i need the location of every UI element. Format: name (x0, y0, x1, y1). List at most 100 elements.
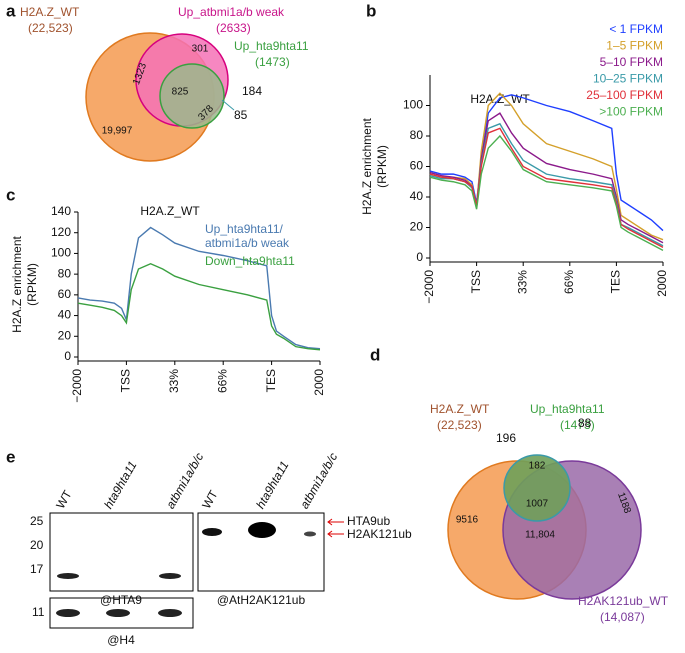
count: 825 (172, 87, 189, 98)
line (429, 92, 664, 241)
legend-entry: 1–5 FPKM (606, 39, 663, 53)
y-tick-label: 60 (410, 159, 424, 173)
label: Up_atbmi1a/b weak (178, 5, 285, 19)
band-label: H2AK121ub (347, 527, 412, 541)
x-tick-label: 33% (515, 270, 529, 294)
antibody: @H4 (107, 633, 135, 647)
y-tick-label: 40 (410, 189, 424, 203)
line (429, 134, 664, 251)
panel-label: a (6, 1, 16, 20)
y-tick-label: 140 (51, 204, 71, 218)
blot-box (197, 512, 325, 592)
chart-title: H2A.Z_WT (140, 204, 200, 218)
label: (2633) (216, 21, 251, 35)
y-tick-label: 60 (58, 287, 72, 301)
label: (14,087) (600, 610, 645, 624)
label: H2A.Z_WT (430, 402, 490, 416)
lane-label: WT (199, 487, 221, 511)
legend-entry: Down_hta9hta11 (205, 254, 295, 268)
legend-text: Down_hta9hta11 (205, 254, 295, 268)
count: 88 (578, 416, 592, 430)
label: (1473) (255, 55, 290, 69)
marker: 20 (30, 538, 44, 552)
y-tick-label: 0 (64, 349, 71, 363)
y-axis-label: H2A.Z enrichment (10, 235, 24, 332)
x-tick-label: 2000 (655, 270, 669, 297)
antibody: @HTA9 (100, 593, 142, 607)
y-axis-label: (RPKM) (375, 145, 389, 188)
lane-label: hta9hta11 (253, 459, 291, 511)
line (429, 127, 664, 248)
line (429, 112, 664, 244)
y-tick-label: 20 (58, 328, 72, 342)
pointer (221, 99, 235, 111)
band-label: HTA9ub (347, 514, 390, 528)
count: 9516 (456, 515, 479, 526)
panel-label: e (6, 447, 15, 466)
lane-label: WT (53, 487, 75, 511)
band (158, 609, 182, 617)
y-tick-label: 80 (410, 128, 424, 142)
band (248, 522, 276, 538)
x-tick-label: 33% (167, 369, 181, 393)
x-tick-label: TES (264, 369, 278, 392)
panel-label: d (370, 345, 380, 364)
count: 301 (192, 44, 209, 55)
band (159, 573, 181, 579)
x-tick-label: −2000 (70, 369, 84, 403)
y-axis-label: H2A.Z enrichment (360, 117, 374, 214)
band (202, 528, 222, 536)
count: 85 (234, 108, 248, 122)
legend-entry: 25–100 FPKM (586, 88, 663, 102)
legend-text: Up_hta9hta11/ atbmi1a/b weak (205, 222, 290, 250)
y-tick-label: 100 (51, 246, 71, 260)
antibody: @AtH2AK121ub (217, 593, 306, 607)
band (304, 531, 316, 537)
lane-label: atbmi1a/b/c (297, 450, 340, 511)
legend-entry: Up_hta9hta11/ atbmi1a/b weak (205, 222, 290, 250)
band (56, 609, 80, 617)
legend-entry: < 1 FPKM (609, 22, 663, 36)
y-tick-label: 100 (403, 98, 423, 112)
marker: 17 (30, 562, 44, 576)
line (429, 94, 664, 232)
panel-label: b (366, 1, 376, 20)
x-tick-label: −2000 (422, 270, 436, 304)
x-tick-label: TSS (119, 369, 133, 392)
y-tick-label: 120 (51, 225, 71, 239)
y-axis-label: (RPKM) (25, 263, 39, 306)
y-tick-label: 20 (410, 220, 424, 234)
count: 184 (242, 84, 262, 98)
y-tick-label: 0 (416, 250, 423, 264)
venn-circle (503, 454, 571, 522)
count: 1007 (526, 499, 549, 510)
label: (22,523) (437, 418, 482, 432)
label: H2AK121ub_WT (578, 594, 669, 608)
label: (1473) (560, 418, 595, 432)
legend-entry: 5–10 FPKM (600, 55, 663, 69)
axis (429, 75, 663, 263)
x-tick-label: 66% (562, 270, 576, 294)
band (57, 573, 79, 579)
count: 11,804 (525, 530, 555, 541)
x-tick-label: 2000 (312, 369, 326, 396)
x-tick-label: TES (609, 270, 623, 293)
venn-circle (159, 63, 225, 129)
y-tick-label: 40 (58, 308, 72, 322)
lane-label: hta9hta11 (101, 459, 139, 511)
x-tick-label: 66% (215, 369, 229, 393)
label: H2A.Z_WT (20, 5, 80, 19)
legend-entry: 10–25 FPKM (593, 72, 663, 86)
blot-box (49, 512, 194, 592)
marker: 25 (30, 514, 44, 528)
x-tick-label: TSS (469, 270, 483, 293)
y-tick-label: 80 (58, 266, 72, 280)
label: Up_hta9hta11 (234, 39, 309, 53)
panel-label: c (6, 185, 15, 204)
count: 182 (529, 461, 546, 472)
arrow (327, 518, 344, 538)
band (106, 609, 130, 617)
label: Up_hta9hta11 (530, 402, 605, 416)
label: (22,523) (28, 21, 73, 35)
